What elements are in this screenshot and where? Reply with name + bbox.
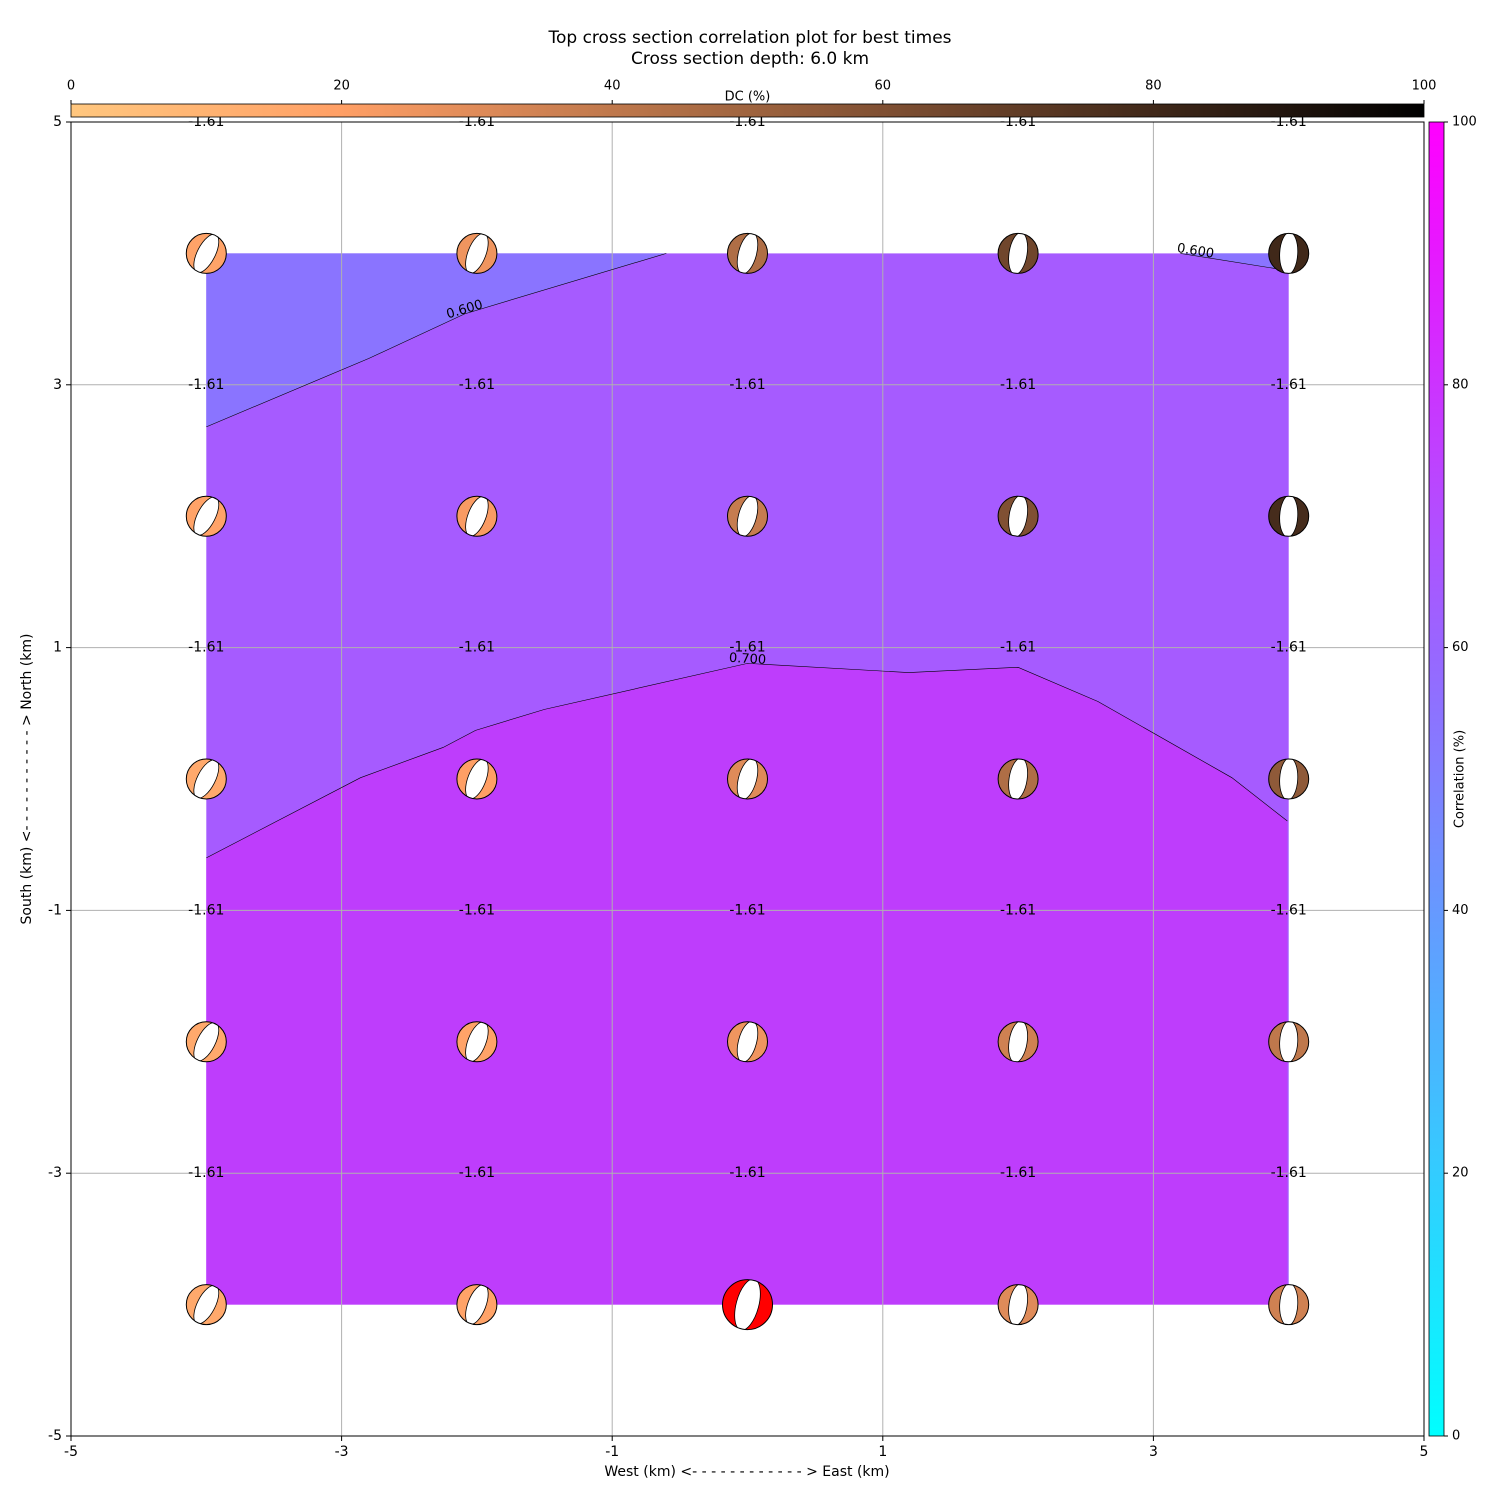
point-label: -1.61: [459, 640, 495, 656]
plot-frame: [70, 121, 1425, 1437]
corr-colorbar: [1428, 121, 1445, 1437]
beachball: [727, 1020, 768, 1063]
beachball: [1268, 1020, 1310, 1063]
y-tick-label: -5: [48, 1428, 62, 1444]
x-tick-label: -1: [605, 1444, 619, 1460]
x-tick-label: 5: [1420, 1444, 1429, 1460]
contour-line: [206, 663, 1288, 859]
point-label: -1.61: [729, 1165, 765, 1181]
correlation-fill: [206, 253, 667, 427]
point-label: -1.61: [1271, 377, 1307, 393]
y-tick-label: 1: [53, 640, 62, 656]
point-label: -1.61: [1271, 114, 1307, 130]
y-tick-label: -1: [48, 902, 62, 918]
x-axis-label: West (km) <- - - - - - - - - - - - > Eas…: [604, 1464, 889, 1480]
dc-colorbar-label: DC (%): [725, 90, 771, 105]
correlation-fill: [206, 663, 1288, 1305]
contour-label: 0.600: [1176, 241, 1215, 262]
beachball: [1268, 1283, 1310, 1326]
beachball: [997, 232, 1039, 275]
x-tick-label: -5: [64, 1444, 78, 1460]
contour-label: 0.700: [728, 651, 766, 668]
point-label: -1.61: [459, 114, 495, 130]
point-label: -1.61: [459, 377, 495, 393]
beachball: [997, 495, 1039, 538]
point-label: -1.61: [1000, 377, 1036, 393]
corr-tick-label: 40: [1452, 903, 1469, 918]
corr-tick-label: 60: [1452, 640, 1469, 655]
corr-tick-label: 0: [1452, 1429, 1460, 1444]
beachball: [456, 232, 498, 274]
beachball: [456, 1021, 498, 1063]
point-label: -1.61: [729, 902, 765, 918]
point-label: -1.61: [1271, 1165, 1307, 1181]
beachball: [722, 1278, 773, 1331]
beachball: [727, 232, 768, 275]
beachball: [1268, 495, 1310, 538]
point-label: -1.61: [729, 377, 765, 393]
beachball: [185, 1284, 227, 1326]
corr-tick-label: 80: [1452, 377, 1469, 392]
point-label: -1.61: [1000, 640, 1036, 656]
chart-subtitle: Cross section depth: 6.0 km: [631, 49, 869, 69]
y-tick-label: -3: [48, 1165, 62, 1181]
y-axis-label: South (km) <- - - - - - - - - - - > Nort…: [19, 634, 35, 925]
chart-title: Top cross section correlation plot for b…: [547, 28, 951, 48]
y-tick-label: 5: [53, 114, 62, 130]
point-label: -1.61: [188, 902, 224, 918]
beachball: [727, 758, 768, 800]
point-label: -1.61: [729, 114, 765, 130]
point-label: -1.61: [1000, 1165, 1036, 1181]
dc-tick-label: 0: [67, 79, 75, 94]
point-label: -1.61: [188, 114, 224, 130]
beachball: [185, 758, 227, 800]
beachball: [727, 495, 768, 538]
dc-tick-label: 80: [1145, 79, 1162, 94]
contour-line: [206, 253, 667, 428]
x-tick-label: 3: [1149, 1444, 1158, 1460]
dc-tick-label: 40: [604, 79, 621, 94]
beachball: [456, 1284, 498, 1326]
x-tick-label: -3: [335, 1444, 349, 1460]
y-tick-label: 3: [53, 377, 62, 393]
beachball: [185, 495, 227, 537]
dc-tick-label: 60: [875, 79, 892, 94]
corr-tick-label: 100: [1452, 115, 1477, 130]
beachball: [456, 495, 498, 537]
point-label: -1.61: [1271, 640, 1307, 656]
point-label: -1.61: [188, 1165, 224, 1181]
beachball: [997, 1020, 1039, 1063]
point-label: -1.61: [188, 640, 224, 656]
point-label: -1.61: [188, 377, 224, 393]
point-label: -1.61: [1000, 114, 1036, 130]
beachball: [997, 757, 1039, 801]
beachball: [997, 1283, 1039, 1326]
point-label: -1.61: [1271, 902, 1307, 918]
point-label: -1.61: [1000, 902, 1036, 918]
beachball: [1268, 757, 1310, 801]
corr-colorbar-label: Correlation (%): [1453, 730, 1468, 828]
point-label: -1.61: [459, 902, 495, 918]
x-tick-label: 1: [878, 1444, 887, 1460]
dc-colorbar: [70, 103, 1425, 118]
point-label: -1.61: [459, 1165, 495, 1181]
beachball: [456, 758, 498, 800]
beachball: [185, 232, 227, 274]
corr-tick-label: 20: [1452, 1166, 1469, 1181]
dc-tick-label: 100: [1412, 79, 1437, 94]
point-label: -1.61: [729, 640, 765, 656]
contour-line: [1180, 253, 1288, 271]
dc-tick-label: 20: [333, 79, 350, 94]
